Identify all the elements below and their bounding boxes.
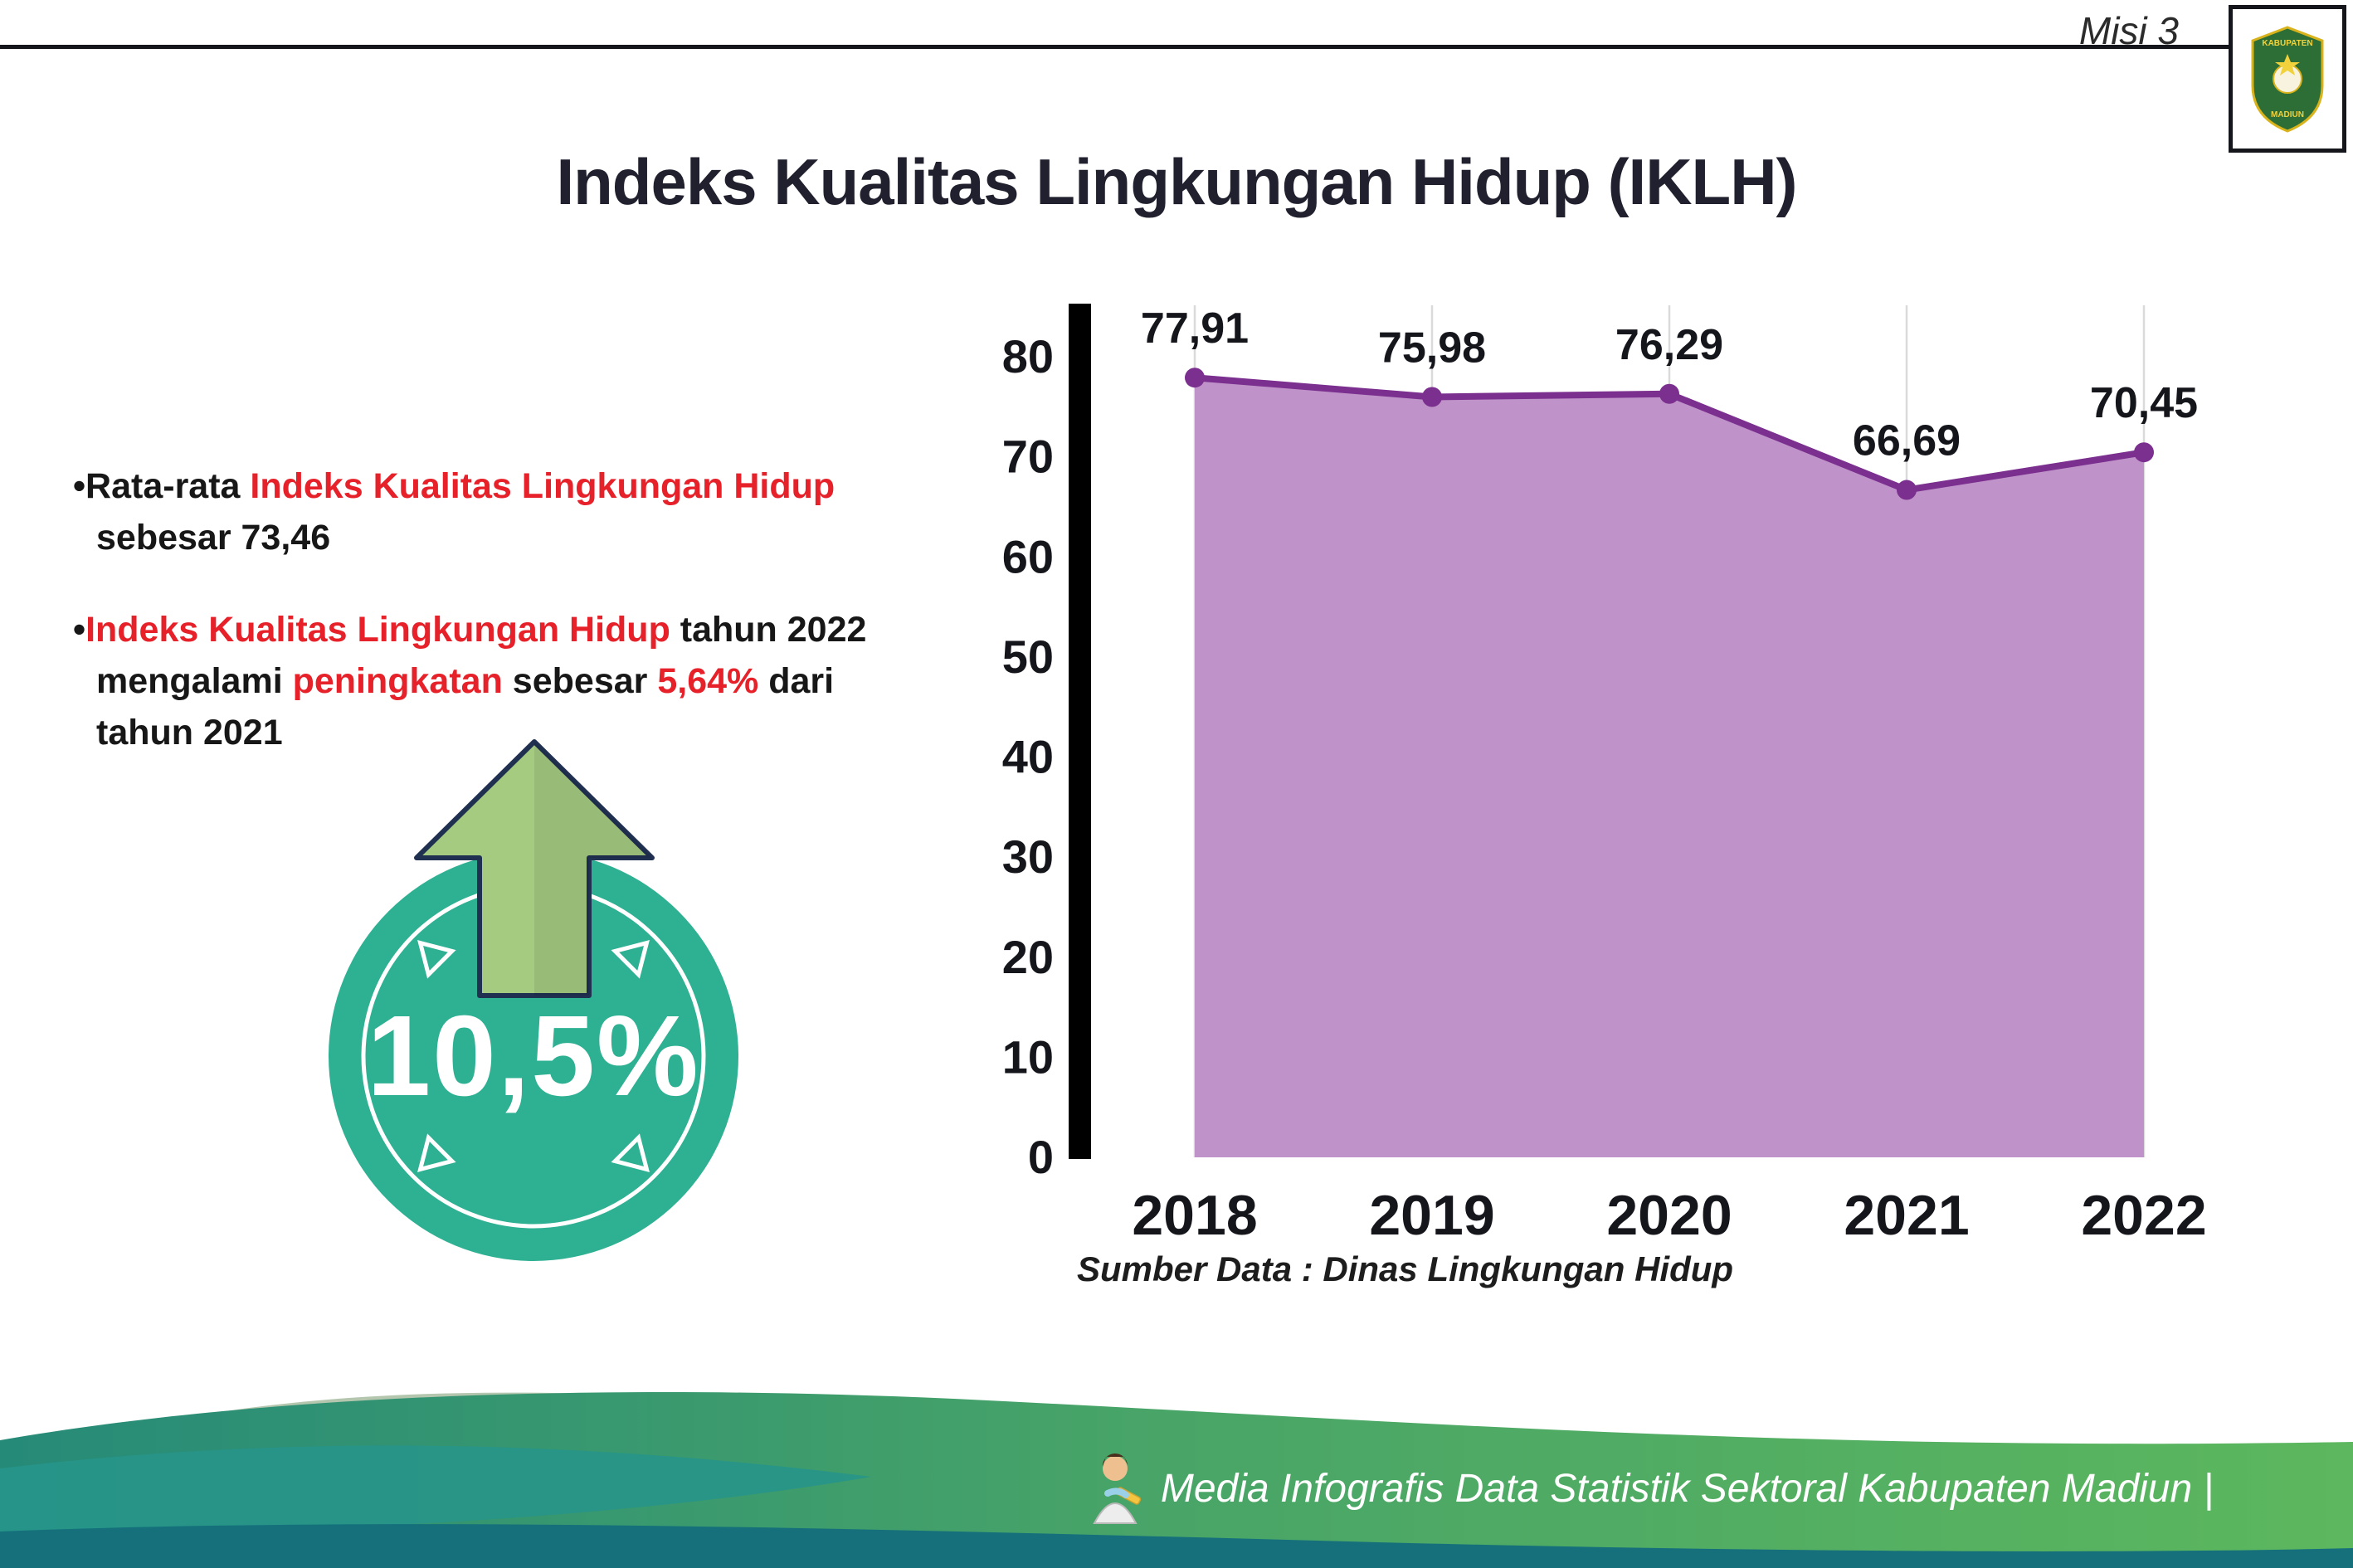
svg-text:2018: 2018 — [1132, 1184, 1257, 1247]
footer-credit: Media Infografis Data Statistik Sektoral… — [1083, 1450, 2214, 1527]
bullet1-highlight: Indeks Kualitas Lingkungan Hidup — [250, 466, 835, 506]
svg-text:20: 20 — [1002, 931, 1054, 983]
bullet2-text5: tahun 2021 — [96, 713, 283, 753]
data-source-caption: Sumber Data : Dinas Lingkungan Hidup — [1077, 1249, 1734, 1288]
svg-text:60: 60 — [1002, 530, 1054, 582]
svg-text:77,91: 77,91 — [1141, 304, 1249, 353]
increase-percentage: 10,5% — [367, 992, 700, 1120]
svg-text:10: 10 — [1002, 1030, 1054, 1083]
kabupaten-madiun-shield-icon: KABUPATEN MADIUN — [2251, 26, 2324, 133]
svg-text:0: 0 — [1028, 1131, 1054, 1183]
bullet2-marker: • — [73, 609, 86, 650]
mascot-icon — [1093, 1453, 1142, 1524]
svg-text:70: 70 — [1002, 431, 1054, 483]
logo-top-text: KABUPATEN — [2262, 39, 2312, 48]
kabupaten-madiun-logo: KABUPATEN MADIUN — [2229, 5, 2346, 153]
bullet2-text1: tahun 2022 — [670, 609, 867, 650]
iklh-area-chart: 0 10 20 30 40 50 60 70 80 77,91 75,98 76,29 66,69 70,… — [1002, 304, 2207, 1247]
svg-text:2019: 2019 — [1369, 1184, 1494, 1247]
bullet1-text: •Rata-rata — [73, 466, 251, 506]
bullet2-highlight3: 5,64% — [657, 661, 759, 702]
key-points: •Rata-rata Indeks Kualitas Lingkungan Hi… — [73, 460, 1052, 799]
bullet2-text4: dari — [758, 661, 835, 702]
svg-text:40: 40 — [1002, 731, 1054, 783]
logo-bottom-text: MADIUN — [2271, 110, 2304, 119]
svg-text:76,29: 76,29 — [1615, 321, 1723, 369]
bullet2-text2: mengalami — [96, 661, 293, 702]
bullet-average-iklh: •Rata-rata Indeks Kualitas Lingkungan Hi… — [73, 460, 1052, 564]
svg-text:75,98: 75,98 — [1378, 324, 1486, 372]
svg-text:66,69: 66,69 — [1853, 417, 1961, 465]
bullet2-highlight1: Indeks Kualitas Lingkungan Hidup — [85, 609, 670, 650]
svg-text:50: 50 — [1002, 631, 1054, 683]
svg-text:80: 80 — [1002, 330, 1054, 382]
svg-text:2022: 2022 — [2081, 1184, 2206, 1247]
bullet1-value: sebesar 73,46 — [96, 518, 331, 558]
svg-text:30: 30 — [1002, 830, 1054, 883]
bullet-increase-iklh: •Indeks Kualitas Lingkungan Hidup tahun … — [73, 604, 1052, 759]
footer-wave-decoration — [0, 1392, 2353, 1568]
bullet2-text3: sebesar — [502, 661, 658, 702]
header-divider-line — [0, 45, 2232, 49]
svg-text:2020: 2020 — [1606, 1184, 1732, 1247]
svg-text:70,45: 70,45 — [2090, 379, 2198, 427]
svg-text:2021: 2021 — [1844, 1184, 1969, 1247]
increase-badge: 10,5% — [325, 739, 742, 1264]
bullet2-highlight2: peningkatan — [292, 661, 503, 702]
footer-credit-text: Media Infografis Data Statistik Sektoral… — [1160, 1466, 2214, 1511]
misi-label: Misi 3 — [2078, 9, 2179, 52]
increase-arrow-icon — [414, 739, 655, 998]
page-title: Indeks Kualitas Lingkungan Hidup (IKLH) — [556, 145, 1797, 219]
badge-circle — [329, 851, 738, 1261]
